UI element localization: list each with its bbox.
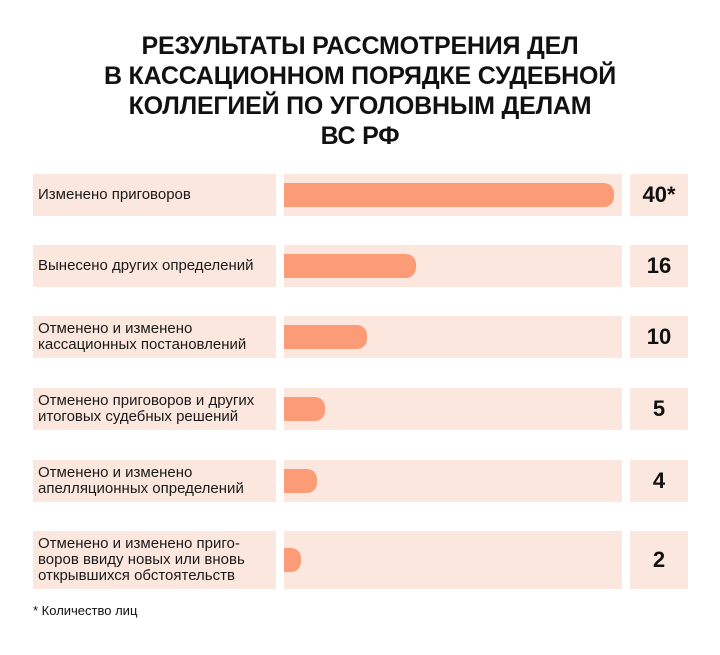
category-label-line: кассационных постановлений: [38, 336, 247, 353]
category-label-cell: Изменено приговоров: [33, 174, 276, 216]
bar-row: Отменено и изменено кассационных постанов…: [33, 316, 688, 358]
category-label-cell: Отменено и изменено приго-воров ввиду но…: [33, 531, 276, 589]
value-label: 10: [630, 316, 688, 358]
bar-row: Отменено и изменено приго-воров ввиду но…: [33, 531, 688, 589]
category-label: Вынесено других определений: [33, 258, 254, 274]
chart-title: РЕЗУЛЬТАТЫ РАССМОТРЕНИЯ ДЕЛ В КАССАЦИОНН…: [0, 31, 720, 151]
value-label: 4: [630, 460, 688, 502]
category-label-line: Изменено приговоров: [38, 186, 191, 203]
value-label: 5: [630, 388, 688, 430]
bar: [284, 397, 326, 421]
category-label-line: Отменено и изменено: [38, 464, 193, 481]
category-label-line: Отменено и изменено: [38, 320, 193, 337]
category-label-cell: Отменено приговоров и других итоговых суд…: [33, 388, 276, 430]
bar-track: [284, 316, 622, 358]
title-line: РЕЗУЛЬТАТЫ РАССМОТРЕНИЯ ДЕЛ: [141, 32, 579, 60]
title-line: КОЛЛЕГИЕЙ ПО УГОЛОВНЫМ ДЕЛАМ: [128, 92, 592, 120]
value-label: 2: [630, 531, 688, 589]
category-label-line: открывшихся обстоятельств: [38, 567, 235, 584]
bar-track: [284, 388, 622, 430]
bar-row: Изменено приговоров 40*: [33, 174, 688, 216]
category-label-cell: Отменено и изменено кассационных постанов…: [33, 316, 276, 358]
bar: [284, 183, 614, 207]
category-label-cell: Вынесено других определений: [33, 245, 276, 287]
footnote: * Количество лиц: [33, 603, 138, 618]
category-label-line: воров ввиду новых или вновь: [38, 551, 245, 568]
bar: [284, 548, 301, 572]
bar: [284, 254, 416, 278]
title-line: ВС РФ: [320, 122, 400, 150]
bar-row: Вынесено других определений 16: [33, 245, 688, 287]
title-line: В КАССАЦИОННОМ ПОРЯДКЕ СУДЕБНОЙ: [103, 62, 617, 90]
category-label: Изменено приговоров: [33, 187, 191, 203]
category-label-cell: Отменено и изменено апелляционных определ…: [33, 460, 276, 502]
category-label-line: апелляционных определений: [38, 480, 244, 497]
bar-track: [284, 531, 622, 589]
category-label-line: Отменено приговоров и других: [38, 392, 255, 409]
category-label: Отменено и изменено кассационных постанов…: [33, 321, 246, 353]
bar-row: Отменено приговоров и других итоговых суд…: [33, 388, 688, 430]
category-label: Отменено приговоров и других итоговых суд…: [33, 393, 254, 425]
bar-track: [284, 460, 622, 502]
category-label: Отменено и изменено приго-воров ввиду но…: [33, 536, 245, 584]
bar: [284, 469, 317, 493]
bar-track: [284, 245, 622, 287]
category-label-line: Отменено и изменено приго-: [38, 535, 240, 552]
value-label: 16: [630, 245, 688, 287]
category-label: Отменено и изменено апелляционных определ…: [33, 465, 244, 497]
bar: [284, 325, 367, 349]
category-label-line: Вынесено других определений: [38, 257, 254, 274]
bar-row: Отменено и изменено апелляционных определ…: [33, 460, 688, 502]
category-label-line: итоговых судебных решений: [38, 408, 239, 425]
value-label: 40*: [630, 174, 688, 216]
bar-track: [284, 174, 622, 216]
